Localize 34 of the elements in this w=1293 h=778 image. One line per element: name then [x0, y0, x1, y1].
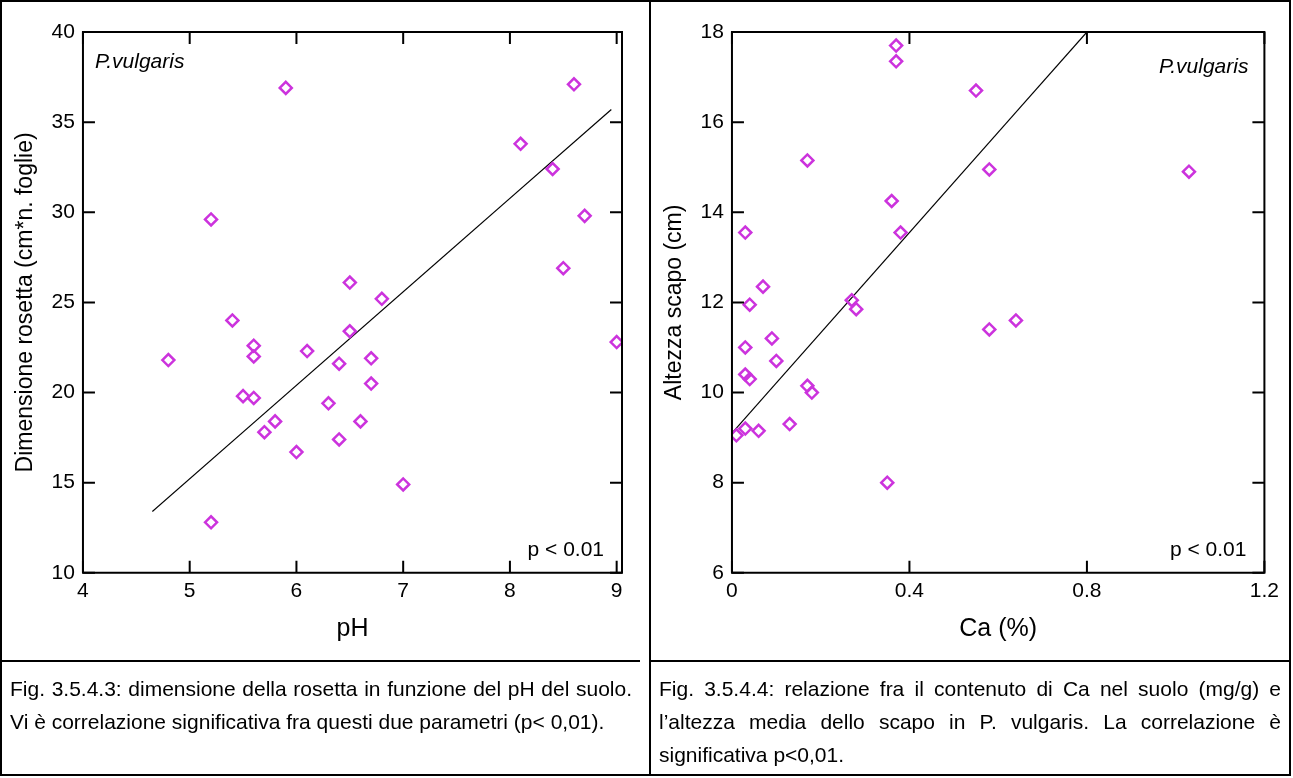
- y-tick-label: 30: [51, 199, 75, 223]
- y-tick-label: 35: [51, 108, 75, 132]
- x-tick-label: 8: [504, 578, 516, 602]
- caption: Fig. 3.5.4.3: dimensione della rosetta in funzione del pH del suolo. Vi è correlazione significativa fra questi due parametri (p< 0,01).: [2, 660, 640, 776]
- y-axis-title: Altezza scapo (cm): [660, 204, 687, 401]
- caption: Fig. 3.5.4.4: relazione fra il contenuto di Ca nel suolo (mg/g) e l’altezza media dello scapo in P. vulgaris. La correlazione è significativa p<0,01.: [651, 660, 1289, 776]
- y-tick-label: 12: [700, 289, 724, 313]
- x-axis-title: Ca (%): [959, 612, 1038, 641]
- annotation: p < 0.01: [1169, 537, 1247, 561]
- y-tick-label: 10: [51, 559, 75, 583]
- y-tick-label: 20: [51, 379, 75, 403]
- annotation: P.vulgaris: [1158, 54, 1249, 78]
- annotation: p < 0.01: [527, 537, 604, 561]
- x-tick-label: 0.8: [1072, 578, 1102, 602]
- y-tick-label: 10: [700, 379, 724, 403]
- y-tick-label: 16: [700, 108, 724, 132]
- x-axis-title: pH: [336, 612, 369, 641]
- y-axis-title: Dimensione rosetta (cm*n. foglie): [11, 132, 38, 473]
- x-tick-label: 9: [610, 578, 623, 602]
- y-tick-label: 14: [700, 199, 725, 223]
- y-tick-label: 15: [51, 469, 75, 493]
- y-tick-label: 40: [51, 18, 75, 42]
- x-tick-label: 7: [397, 578, 410, 602]
- x-tick-label: 5: [183, 578, 196, 602]
- x-tick-label: 4: [77, 578, 90, 602]
- x-tick-label: 0: [726, 578, 738, 602]
- y-tick-label: 18: [700, 18, 724, 42]
- y-tick-label: 8: [712, 469, 724, 493]
- x-tick-label: 6: [290, 578, 303, 602]
- y-tick-label: 6: [712, 559, 724, 583]
- annotation: P.vulgaris: [94, 49, 185, 73]
- y-tick-label: 25: [51, 289, 75, 313]
- x-tick-label: 1.2: [1249, 578, 1280, 602]
- x-tick-label: 0.4: [894, 578, 925, 602]
